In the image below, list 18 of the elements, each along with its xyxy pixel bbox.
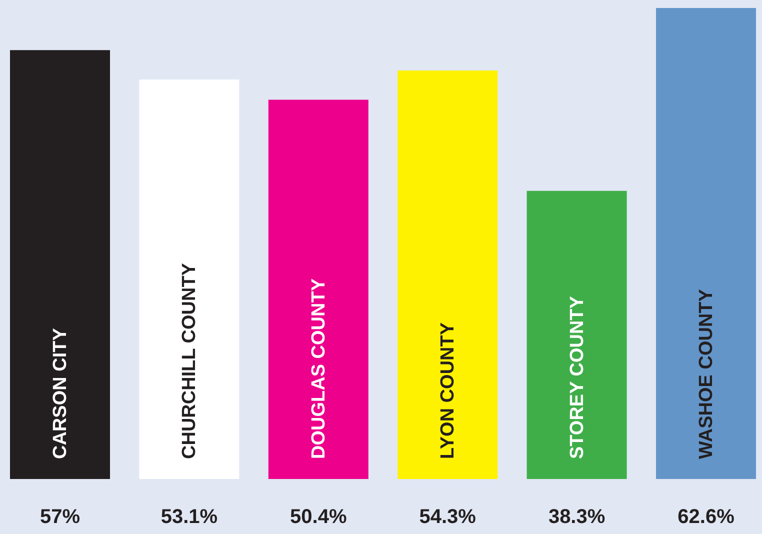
x-tick-label: WASHOE COUNTY — [696, 288, 717, 459]
data-label: 57% — [40, 506, 80, 528]
x-tick-label: CHURCHILL COUNTY — [179, 262, 200, 459]
x-tick-label: LYON COUNTY — [438, 322, 459, 459]
bar — [10, 50, 110, 479]
bar — [139, 79, 240, 479]
data-label: 62.6% — [678, 506, 735, 528]
bar — [268, 100, 368, 479]
bar — [526, 190, 627, 479]
data-label: 38.3% — [548, 506, 606, 528]
x-tick-label: STOREY COUNTY — [566, 296, 588, 459]
x-tick-label: CARSON CITY — [50, 328, 71, 459]
data-label: 53.1% — [160, 506, 218, 528]
data-label: 54.3% — [419, 506, 476, 528]
bar — [398, 70, 498, 479]
data-label: 50.4% — [290, 506, 347, 528]
x-tick-label: DOUGLAS COUNTY — [308, 278, 330, 459]
bar — [656, 8, 756, 479]
